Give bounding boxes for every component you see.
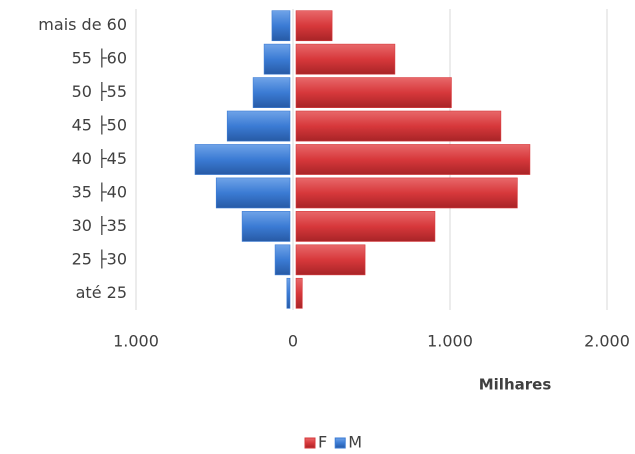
y-tick-label: até 25 [76, 283, 127, 302]
bar [194, 144, 291, 175]
bar [252, 77, 291, 108]
y-tick-label: 30 ├35 [72, 215, 127, 235]
y-tick-label: 50 ├55 [72, 81, 127, 101]
bar [295, 244, 366, 276]
bar [241, 211, 291, 242]
bar [295, 10, 333, 42]
bar [226, 110, 291, 142]
bar [263, 43, 291, 75]
x-axis-title: Milhares [479, 376, 552, 394]
x-tick-label: 0 [288, 332, 298, 351]
y-tick-label: 40 ├45 [72, 148, 127, 168]
bar [295, 43, 396, 75]
bar [295, 110, 502, 142]
legend-swatch [334, 437, 346, 449]
legend-label: F [318, 433, 327, 452]
x-tick-label: 1.000 [113, 332, 159, 351]
y-tick-label: 45 ├50 [72, 115, 127, 135]
bar [274, 244, 291, 276]
bar [271, 10, 291, 42]
bar [215, 177, 291, 209]
bar [295, 277, 303, 309]
x-tick-label: 2.000 [584, 332, 630, 351]
y-tick-label: 55 ├60 [72, 48, 127, 68]
bar [286, 277, 291, 309]
legend-swatch [304, 437, 316, 449]
x-tick-label: 1.000 [427, 332, 473, 351]
y-tick-label: mais de 60 [38, 15, 127, 34]
y-tick-label: 35 ├40 [72, 181, 127, 201]
y-tick-label: 25 ├30 [72, 248, 127, 268]
legend-label: M [348, 433, 362, 452]
bar [295, 211, 436, 242]
bar [295, 144, 531, 175]
bar [295, 177, 518, 209]
bar [295, 77, 452, 108]
